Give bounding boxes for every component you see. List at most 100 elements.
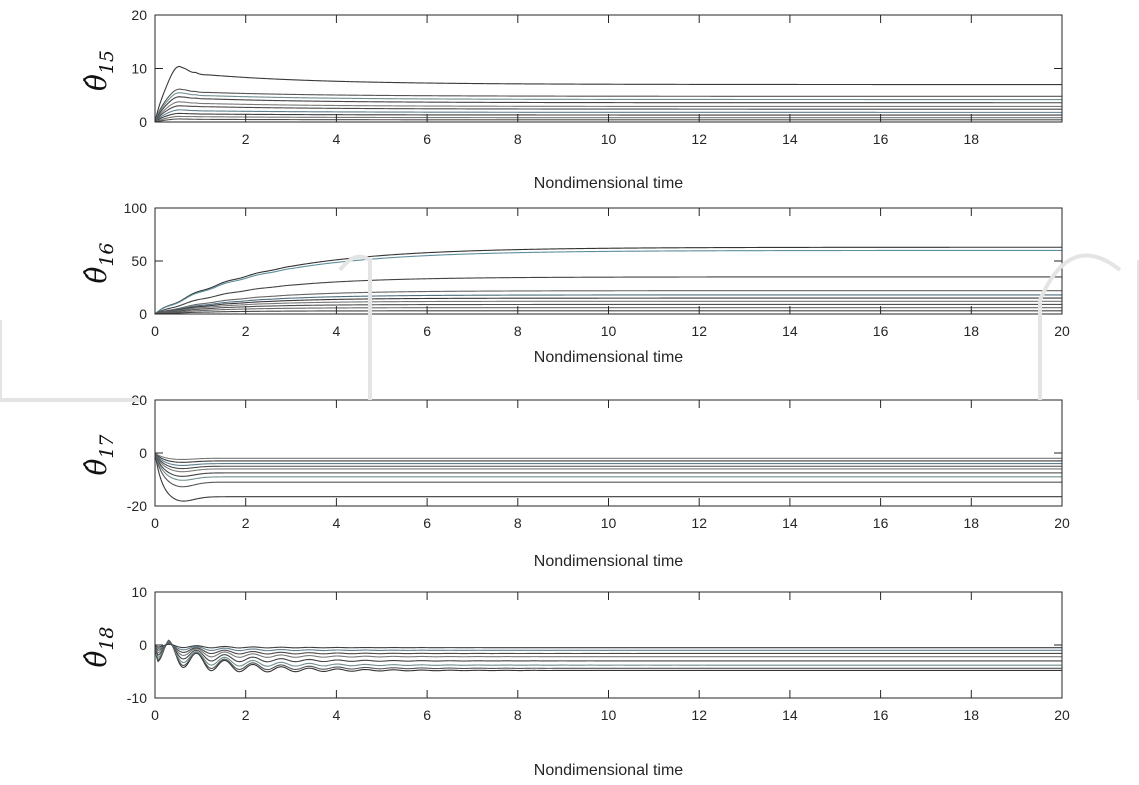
axes-frame <box>154 399 1063 507</box>
y-tick-label: 0 <box>139 445 147 461</box>
subplot-16: 0 2 4 6 8 10 12 14 16 18 20 0 50 100 Nondimensional ti… <box>80 200 1070 366</box>
y-axis-label: θ̂16 <box>80 242 118 283</box>
x-tick-label: 10 <box>601 323 617 339</box>
y-tick-label: 10 <box>131 61 147 77</box>
x-tick-label: 8 <box>514 515 522 531</box>
series-line-2 <box>155 88 1062 122</box>
x-axis-label: Nondimensional time <box>534 175 684 192</box>
x-tick-label: 12 <box>691 323 707 339</box>
series-line-8 <box>155 303 1062 314</box>
series-line-1 <box>155 452 1062 502</box>
series-group <box>155 452 1062 502</box>
x-axis-label: Nondimensional time <box>534 553 684 570</box>
x-tick-label: 14 <box>782 131 798 147</box>
series-line-4 <box>155 290 1062 314</box>
x-tick-label: 16 <box>873 515 889 531</box>
x-tick-label: 0 <box>151 323 159 339</box>
x-tick-label: 4 <box>333 515 341 531</box>
x-tick-label: 18 <box>964 323 980 339</box>
x-tick-label: 10 <box>601 131 617 147</box>
x-tick-label: 4 <box>333 323 341 339</box>
y-tick-label: -10 <box>127 690 147 706</box>
x-tick-label: 20 <box>1054 515 1070 531</box>
series-line-2 <box>155 640 1062 671</box>
x-tick-label: 6 <box>423 131 431 147</box>
series-line-9 <box>155 452 1062 461</box>
x-tick-label: 12 <box>691 131 707 147</box>
x-tick-label: 14 <box>782 707 798 723</box>
y-tick-label: 0 <box>139 306 147 322</box>
x-tick-label: 20 <box>1054 707 1070 723</box>
y-tick-label: -20 <box>127 498 147 514</box>
y-tick-label: 100 <box>124 200 148 216</box>
series-line-3 <box>155 452 1062 481</box>
x-tick-label: 10 <box>601 707 617 723</box>
series-line-2 <box>155 452 1062 488</box>
axes-frame <box>154 591 1063 699</box>
x-axis-label: Nondimensional time <box>534 349 684 366</box>
series-line-6 <box>155 452 1062 470</box>
series-line-6 <box>155 297 1062 314</box>
series-group <box>155 246 1062 314</box>
series-line-5 <box>155 452 1062 473</box>
x-tick-label: 14 <box>782 323 798 339</box>
x-tick-label: 16 <box>873 323 889 339</box>
x-tick-label: 18 <box>964 515 980 531</box>
series-line-7 <box>155 452 1062 467</box>
x-tick-label: 16 <box>873 131 889 147</box>
x-tick-label: 2 <box>242 323 250 339</box>
series-line-1 <box>155 246 1062 314</box>
series-line-4 <box>155 96 1062 122</box>
y-tick-label: 10 <box>131 584 147 600</box>
x-axis-label: Nondimensional time <box>534 762 684 779</box>
x-tick-label: 18 <box>964 131 980 147</box>
series-line-5 <box>155 642 1062 658</box>
x-tick-label: 0 <box>151 707 159 723</box>
series-line-8 <box>155 643 1062 649</box>
y-tick-label: 0 <box>139 114 147 130</box>
x-tick-label: 16 <box>873 707 889 723</box>
y-tick-label: 20 <box>131 7 147 23</box>
x-tick-label: 20 <box>1054 323 1070 339</box>
x-tick-label: 2 <box>242 515 250 531</box>
x-tick-label: 0 <box>151 515 159 531</box>
series-line-6 <box>155 105 1062 122</box>
series-line-5 <box>155 294 1062 314</box>
series-line-3 <box>155 92 1062 122</box>
x-tick-label: 18 <box>964 707 980 723</box>
y-axis-label: θ̂17 <box>80 434 118 476</box>
x-tick-label: 4 <box>333 707 341 723</box>
series-line-7 <box>155 109 1062 122</box>
x-tick-label: 6 <box>423 515 431 531</box>
series-line-2 <box>155 249 1062 314</box>
series-line-1 <box>155 65 1062 122</box>
x-tick-label: 10 <box>601 515 617 531</box>
series-line-6 <box>155 642 1062 655</box>
subplot-15: 2 4 6 8 10 12 14 16 18 0 10 20 Nondimensional time θ̂… <box>80 7 1063 192</box>
x-tick-label: 14 <box>782 515 798 531</box>
x-tick-label: 8 <box>514 707 522 723</box>
series-line-7 <box>155 300 1062 314</box>
series-line-1 <box>155 639 1062 673</box>
y-tick-label: 50 <box>131 253 147 269</box>
x-tick-label: 8 <box>514 131 522 147</box>
series-line-8 <box>155 452 1062 463</box>
series-line-5 <box>155 101 1062 122</box>
x-tick-label: 2 <box>242 131 250 147</box>
x-tick-label: 4 <box>333 131 341 147</box>
x-tick-label: 6 <box>423 707 431 723</box>
y-axis-label: θ̂15 <box>80 50 118 91</box>
x-tick-label: 8 <box>514 323 522 339</box>
series-line-7 <box>155 643 1062 652</box>
series-line-3 <box>155 640 1062 667</box>
y-tick-label: 20 <box>131 392 147 408</box>
x-tick-label: 2 <box>242 707 250 723</box>
series-line-4 <box>155 641 1062 663</box>
y-axis-label: θ̂18 <box>80 626 118 667</box>
series-group <box>155 639 1062 673</box>
y-tick-label: 0 <box>139 637 147 653</box>
x-tick-label: 6 <box>423 323 431 339</box>
